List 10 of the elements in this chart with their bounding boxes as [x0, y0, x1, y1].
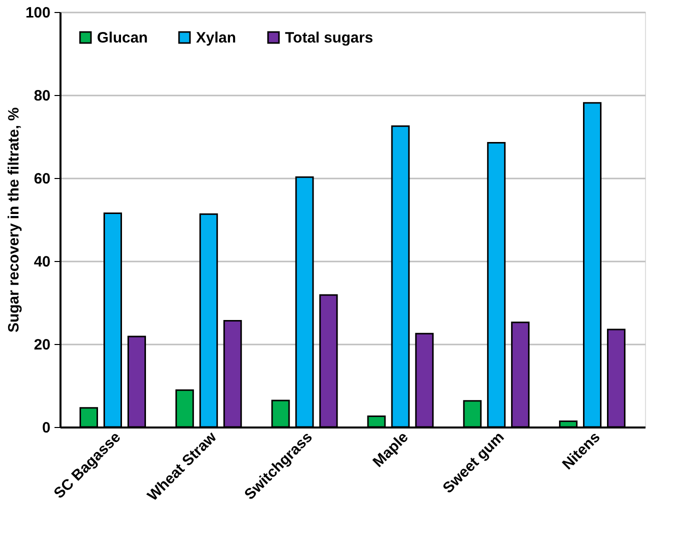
y-tick-label: 80: [34, 88, 50, 104]
y-tick-label: 100: [25, 4, 50, 22]
y-tick-label: 40: [34, 254, 50, 270]
y-tick-label: 0: [42, 420, 50, 436]
legend-label: Total sugars: [285, 30, 374, 47]
y-axis-title: Sugar recovery in the filtrate, %: [5, 107, 22, 333]
y-tick-label: 60: [34, 170, 50, 188]
y-tick-label: 20: [34, 336, 50, 354]
legend-label: Xylan: [196, 30, 236, 47]
legend-label: Glucan: [97, 30, 148, 47]
